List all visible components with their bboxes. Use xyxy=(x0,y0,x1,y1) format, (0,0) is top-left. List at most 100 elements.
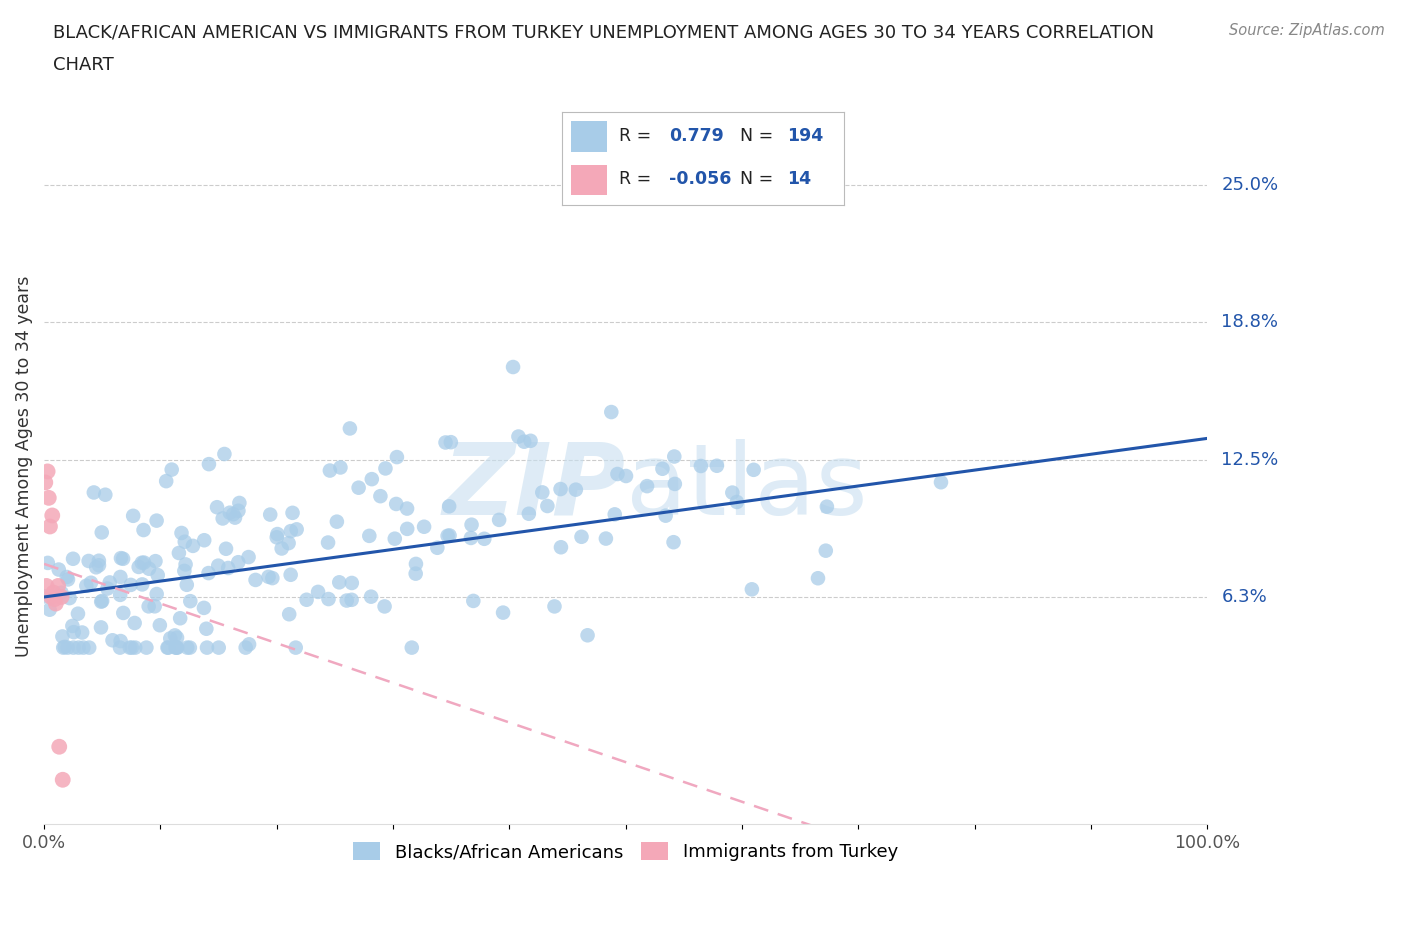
Point xyxy=(437,498,460,513)
Point xyxy=(259,507,281,522)
Point xyxy=(277,536,299,551)
Point xyxy=(929,475,952,490)
Point xyxy=(211,511,233,525)
Point xyxy=(51,629,73,644)
Point xyxy=(815,499,838,514)
Point xyxy=(121,640,143,655)
Point xyxy=(439,528,461,543)
Point xyxy=(167,546,190,561)
Point xyxy=(48,739,70,754)
Point xyxy=(217,561,239,576)
Point xyxy=(38,603,60,618)
Point xyxy=(576,628,599,643)
Point xyxy=(536,498,558,513)
Point xyxy=(413,519,436,534)
Point xyxy=(166,631,188,645)
Point xyxy=(280,524,302,538)
Point xyxy=(214,446,236,461)
Point xyxy=(176,640,198,655)
Point xyxy=(508,429,530,444)
Point xyxy=(405,566,427,581)
Point xyxy=(270,541,292,556)
Point xyxy=(34,475,56,490)
Point xyxy=(53,640,76,655)
Point xyxy=(132,555,155,570)
Point xyxy=(195,640,218,655)
Point xyxy=(145,587,167,602)
Point xyxy=(741,582,763,597)
Point xyxy=(360,590,382,604)
Point xyxy=(807,571,830,586)
Text: atlas: atlas xyxy=(626,439,868,536)
Point xyxy=(595,531,617,546)
Point xyxy=(492,605,515,620)
Point xyxy=(35,578,58,593)
Point xyxy=(87,553,110,568)
Point xyxy=(193,533,215,548)
Point xyxy=(664,449,686,464)
Text: R =: R = xyxy=(619,126,657,145)
Text: -0.056: -0.056 xyxy=(669,170,731,189)
Point xyxy=(38,490,60,505)
Point xyxy=(195,621,218,636)
Point xyxy=(543,599,565,614)
Point xyxy=(218,505,240,520)
Point xyxy=(160,462,183,477)
Point xyxy=(84,560,107,575)
Text: R =: R = xyxy=(619,170,657,189)
Point xyxy=(56,572,79,587)
Point xyxy=(208,640,231,655)
Point xyxy=(166,640,188,655)
Text: 0.779: 0.779 xyxy=(669,126,724,145)
Point xyxy=(636,479,658,494)
Point xyxy=(48,562,70,577)
Point xyxy=(83,485,105,500)
Point xyxy=(426,540,449,555)
Point xyxy=(370,489,392,504)
Point xyxy=(96,581,118,596)
FancyBboxPatch shape xyxy=(571,121,607,152)
Text: 12.5%: 12.5% xyxy=(1222,451,1278,470)
Point xyxy=(340,576,363,591)
Point xyxy=(122,509,145,524)
Point xyxy=(62,551,84,566)
Text: N =: N = xyxy=(740,126,779,145)
Point xyxy=(90,620,112,635)
Point xyxy=(90,594,112,609)
Point xyxy=(436,528,458,543)
Text: N =: N = xyxy=(740,170,779,189)
Point xyxy=(280,567,302,582)
Point xyxy=(385,497,408,512)
Point xyxy=(156,640,179,655)
Point xyxy=(45,596,67,611)
Point xyxy=(173,535,195,550)
Point xyxy=(34,589,56,604)
Point xyxy=(295,592,318,607)
Point xyxy=(41,508,63,523)
Point xyxy=(165,640,187,655)
Point xyxy=(328,575,350,590)
Point xyxy=(550,539,572,554)
Point xyxy=(51,585,73,600)
Point xyxy=(128,560,150,575)
Point xyxy=(181,538,204,553)
Point xyxy=(72,640,94,655)
Point xyxy=(226,555,249,570)
Point xyxy=(405,556,427,571)
Point xyxy=(37,464,59,479)
Point xyxy=(235,640,257,655)
Point xyxy=(460,517,482,532)
FancyBboxPatch shape xyxy=(571,165,607,195)
Point xyxy=(721,485,744,500)
Point xyxy=(347,480,370,495)
Point xyxy=(215,541,238,556)
Point xyxy=(600,405,623,419)
Point xyxy=(124,640,146,655)
Text: 194: 194 xyxy=(787,126,824,145)
Point xyxy=(145,513,167,528)
Point xyxy=(339,421,361,436)
Point xyxy=(238,550,260,565)
Point xyxy=(257,569,280,584)
Point xyxy=(37,555,59,570)
Point xyxy=(39,590,62,604)
